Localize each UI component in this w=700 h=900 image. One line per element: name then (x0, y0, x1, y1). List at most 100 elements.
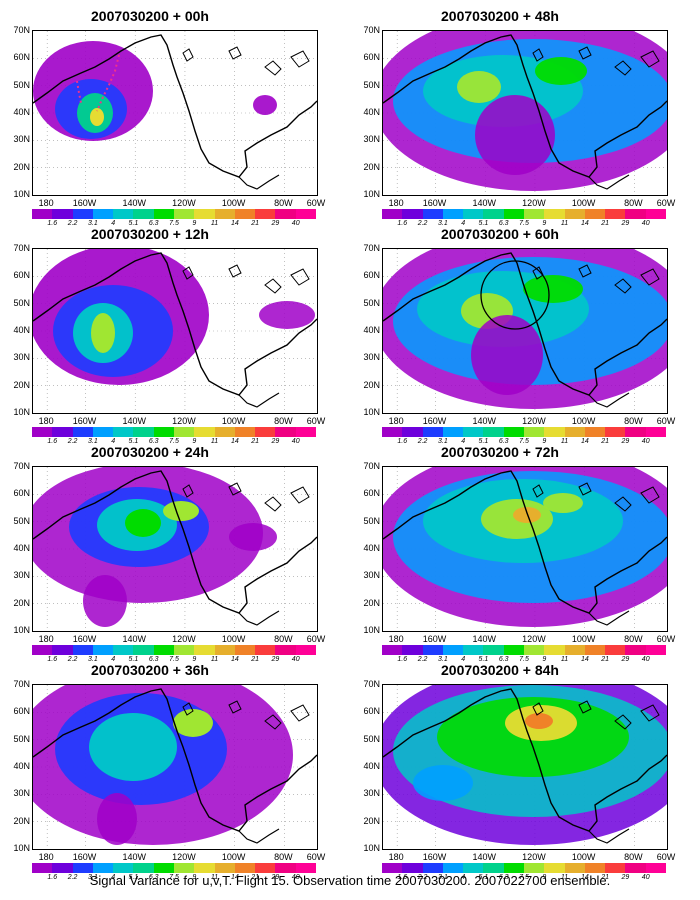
colorbar-tick: 14 (580, 220, 589, 227)
coastline (383, 252, 667, 396)
colorbar-segment (153, 209, 174, 219)
colorbar-segment (645, 427, 666, 437)
colorbar-tick: 1.6 (47, 220, 58, 227)
lon-label: 120W (172, 416, 196, 426)
colorbar-segment (113, 863, 134, 873)
colorbar-tick: 11 (560, 656, 569, 663)
colorbar-tick: 6.3 (148, 220, 159, 227)
colorbar-segment (113, 645, 134, 655)
islands (532, 700, 660, 730)
colorbar-segment (584, 427, 606, 437)
colorbar-tick: 4 (461, 220, 466, 227)
colorbar-tick: 7.5 (169, 220, 179, 227)
lat-label: 20N (363, 379, 380, 390)
coastline (238, 392, 280, 408)
colorbar-segment (113, 209, 134, 219)
colorbar-tick: 21 (251, 220, 260, 227)
colorbar-segment (564, 863, 585, 873)
colorbar-segment (382, 645, 403, 655)
colorbar-segment (422, 645, 443, 655)
lon-label: 120W (172, 852, 196, 862)
colorbar-segment (382, 209, 403, 219)
lat-label: 20N (13, 815, 30, 826)
colorbar-tick: 5.1 (128, 874, 139, 881)
colorbar-segment (52, 645, 73, 655)
colorbar-segment (544, 209, 565, 219)
map-panel: 2007030200 + 36h 70N 60N 50N 40N 30N 20N 10N 180… (0, 662, 325, 881)
lat-label: 30N (363, 788, 380, 799)
colorbar-segment (564, 427, 585, 437)
lon-label: 80W (624, 852, 643, 862)
lon-label: 100W (221, 852, 246, 862)
lon-label: 100W (221, 198, 246, 208)
colorbar-tick: 3.1 (437, 656, 448, 663)
colorbar-segment (625, 645, 646, 655)
colorbar-segment (234, 645, 256, 655)
lon-label: 80W (274, 198, 293, 208)
colorbar-segment (584, 863, 606, 873)
lon-label: 140W (122, 634, 146, 644)
colorbar-tick: 6.3 (498, 874, 509, 881)
lon-label: 120W (522, 852, 546, 862)
islands (182, 46, 310, 76)
lat-label: 50N (363, 733, 380, 744)
variance-map (32, 30, 318, 196)
colorbar-tick: 40 (641, 874, 650, 881)
colorbar-segment (625, 427, 646, 437)
colorbar-segment (214, 863, 235, 873)
colorbar-tick: 3.1 (437, 874, 448, 881)
map-panel: 2007030200 + 48h 70N 60N 50N 40N 30N 20N 10N 180… (350, 8, 675, 227)
variance-map (32, 684, 318, 850)
colorbar-tick: 9 (542, 874, 547, 881)
colorbar-segment (275, 209, 296, 219)
coastline (33, 252, 317, 396)
colorbar-segment (194, 427, 215, 437)
lat-label: 40N (13, 761, 30, 771)
colorbar-segment (72, 863, 93, 873)
lon-label: 120W (172, 198, 196, 208)
colorbar-segment (605, 427, 626, 437)
colorbar-tick: 40 (641, 656, 650, 663)
colorbar-tick: 6.3 (148, 438, 159, 445)
coastline (33, 34, 317, 178)
colorbar-segment (173, 427, 195, 437)
colorbar-tick: 3.1 (87, 874, 98, 881)
colorbar-tick: 21 (251, 874, 260, 881)
lat-label: 30N (363, 570, 380, 581)
graticule (33, 249, 317, 413)
islands (182, 264, 310, 294)
lat-label: 30N (363, 134, 380, 145)
colorbar-segment (523, 645, 545, 655)
lon-label: 100W (571, 852, 596, 862)
colorbar-segment (52, 863, 73, 873)
lat-label: 30N (13, 788, 30, 799)
lat-label: 50N (363, 297, 380, 308)
colorbar-segment (442, 863, 464, 873)
colorbar-tick: 3.1 (437, 438, 448, 445)
colorbar-tick: 5.1 (478, 874, 489, 881)
colorbar-tick: 2.2 (417, 438, 428, 445)
lon-label: 60W (306, 634, 326, 644)
coastline (588, 392, 630, 408)
colorbar-tick: 6.3 (498, 220, 509, 227)
colorbar (382, 209, 666, 219)
lon-label: 80W (274, 416, 293, 426)
colorbar-tick: 9 (542, 220, 547, 227)
colorbar-segment (234, 427, 256, 437)
colorbar-tick: 7.5 (169, 656, 179, 663)
colorbar-tick: 4 (461, 656, 466, 663)
colorbar-segment (295, 863, 316, 873)
lat-label: 20N (13, 161, 30, 172)
lat-label: 50N (13, 79, 30, 90)
colorbar-tick: 2.2 (67, 656, 78, 663)
lon-label: 180 (388, 852, 404, 862)
lon-label: 140W (472, 852, 496, 862)
colorbar-tick: 11 (210, 656, 219, 663)
colorbar-tick: 14 (230, 438, 239, 445)
colorbar-segment (72, 209, 93, 219)
colorbar-tick: 11 (210, 874, 219, 881)
map-panel: 2007030200 + 12h 70N 60N 50N 40N 30N 20N 10N 180… (0, 226, 325, 445)
colorbar-tick: 7.5 (169, 874, 179, 881)
colorbar-tick: 9 (542, 438, 547, 445)
colorbar-tick: 21 (251, 438, 260, 445)
